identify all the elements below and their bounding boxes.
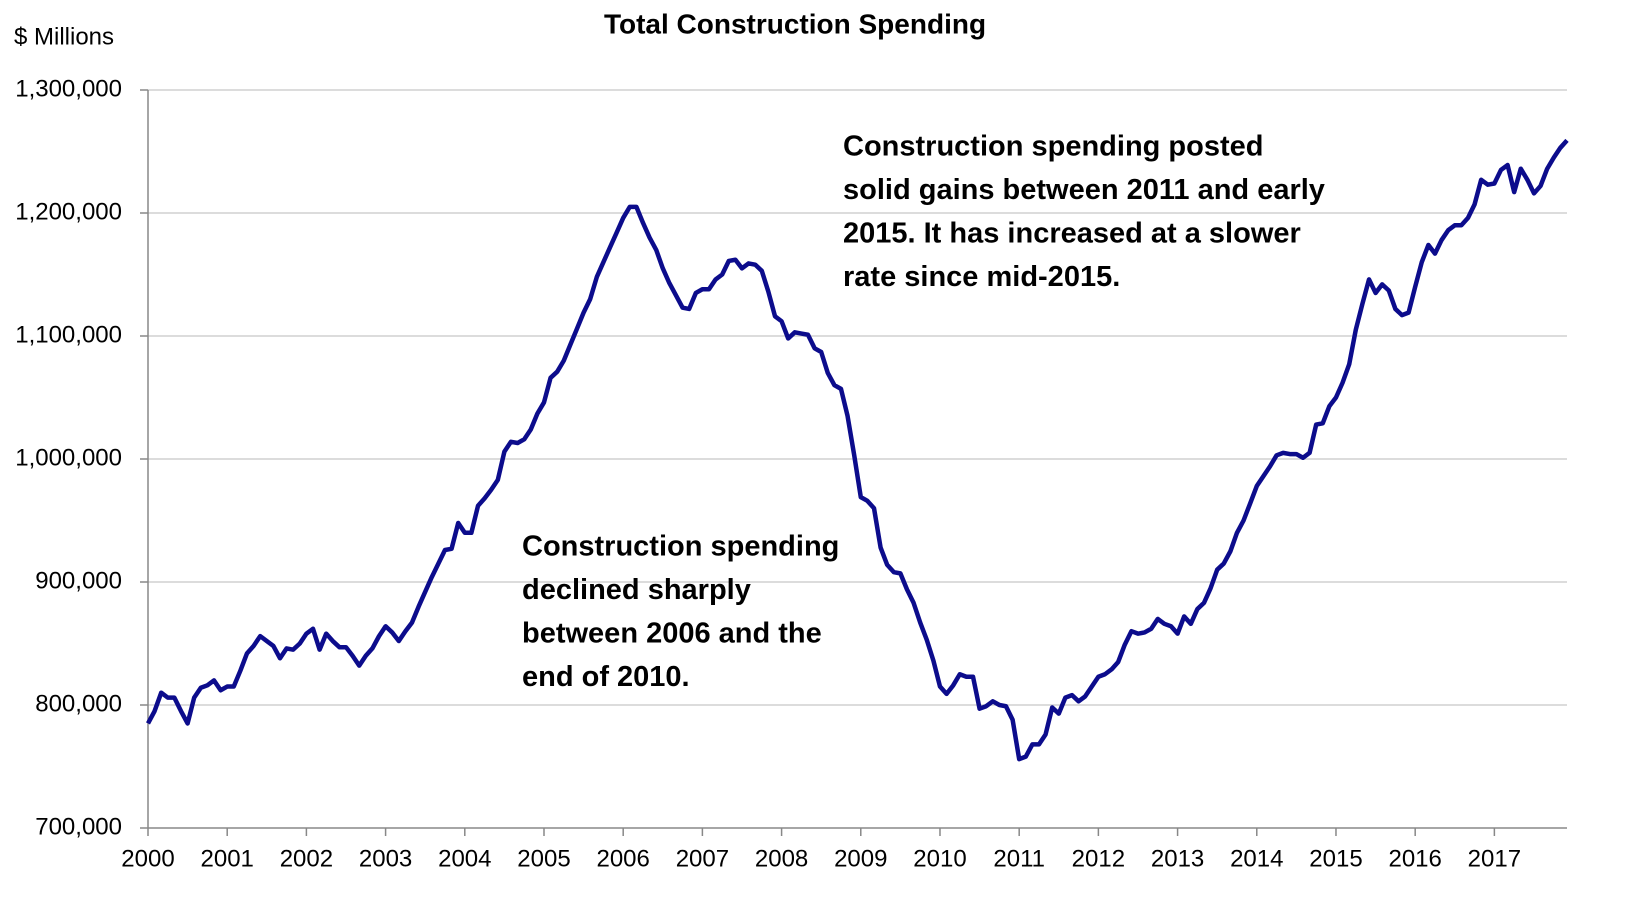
y-tick-label: 800,000 — [35, 690, 122, 717]
annotation: Construction spending posted — [843, 131, 1264, 163]
x-tick-label: 2009 — [834, 845, 887, 872]
x-tick-label: 2012 — [1072, 845, 1125, 872]
annotation: Construction spending — [522, 531, 839, 563]
data-line — [146, 138, 1569, 762]
x-tick-label: 2015 — [1309, 845, 1362, 872]
x-tick-label: 2002 — [280, 845, 333, 872]
chart-title: Total Construction Spending — [604, 8, 986, 39]
y-tick-label: 900,000 — [35, 567, 122, 594]
y-tick-label: 1,200,000 — [15, 198, 122, 225]
y-tick-label: 1,000,000 — [15, 444, 122, 471]
x-tick-label: 2005 — [517, 845, 570, 872]
x-tick-label: 2017 — [1468, 845, 1521, 872]
x-tick-label: 2013 — [1151, 845, 1204, 872]
annotation: end of 2010. — [522, 661, 690, 693]
x-tick-label: 2006 — [596, 845, 649, 872]
x-tick-label: 2014 — [1230, 845, 1283, 872]
y-tick-label: 1,300,000 — [15, 75, 122, 102]
x-tick-label: 2001 — [201, 845, 254, 872]
annotation: 2015. It has increased at a slower — [843, 218, 1301, 250]
annotation: declined sharply — [522, 574, 751, 606]
annotation: between 2006 and the — [522, 618, 822, 650]
x-tick-label: 2010 — [913, 845, 966, 872]
x-tick-label: 2008 — [755, 845, 808, 872]
x-tick-label: 2016 — [1388, 845, 1441, 872]
x-tick-label: 2004 — [438, 845, 491, 872]
y-axis-label: $ Millions — [14, 23, 114, 50]
y-tick-label: 700,000 — [35, 813, 122, 840]
x-tick-label: 2007 — [676, 845, 729, 872]
x-tick-label: 2003 — [359, 845, 412, 872]
y-tick-label: 1,100,000 — [15, 321, 122, 348]
annotation: rate since mid-2015. — [843, 261, 1120, 293]
annotation: solid gains between 2011 and early — [843, 174, 1325, 206]
x-tick-label: 2011 — [993, 845, 1045, 872]
x-tick-label: 2000 — [121, 845, 174, 872]
